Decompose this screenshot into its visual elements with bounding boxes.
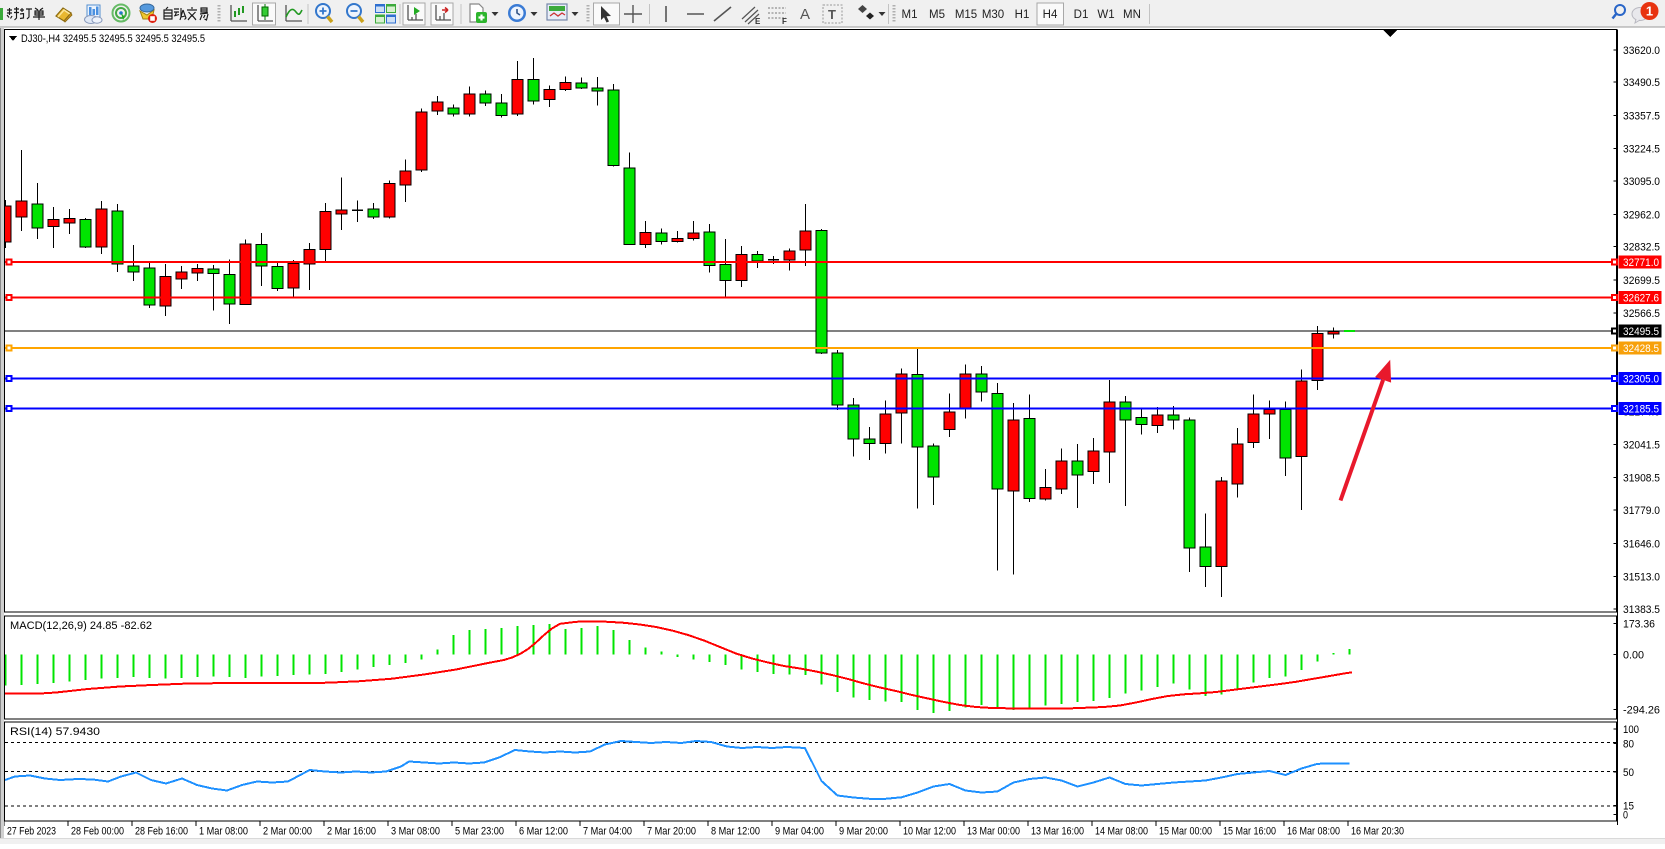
svg-text:1: 1 bbox=[1646, 4, 1653, 19]
svg-text:31513.0: 31513.0 bbox=[1623, 572, 1660, 584]
svg-text:9 Mar 20:00: 9 Mar 20:00 bbox=[839, 826, 888, 838]
svg-text:6 Mar 12:00: 6 Mar 12:00 bbox=[519, 826, 568, 838]
svg-text:33357.5: 33357.5 bbox=[1623, 110, 1660, 122]
svg-text:33490.5: 33490.5 bbox=[1623, 77, 1660, 89]
svg-text:16 Mar 08:00: 16 Mar 08:00 bbox=[1287, 826, 1340, 838]
svg-text:8 Mar 12:00: 8 Mar 12:00 bbox=[711, 826, 760, 838]
svg-text:1 Mar 08:00: 1 Mar 08:00 bbox=[199, 826, 248, 838]
svg-text:32495.5: 32495.5 bbox=[1623, 326, 1659, 338]
svg-text:50: 50 bbox=[1623, 767, 1634, 779]
svg-text:10 Mar 12:00: 10 Mar 12:00 bbox=[903, 826, 956, 838]
svg-text:13 Mar 16:00: 13 Mar 16:00 bbox=[1031, 826, 1084, 838]
svg-text:13 Mar 00:00: 13 Mar 00:00 bbox=[967, 826, 1020, 838]
svg-text:32428.5: 32428.5 bbox=[1623, 343, 1659, 355]
svg-text:15: 15 bbox=[1623, 801, 1634, 813]
svg-text:M15: M15 bbox=[955, 9, 977, 21]
svg-text:31646.0: 31646.0 bbox=[1623, 538, 1660, 550]
svg-text:H1: H1 bbox=[1015, 9, 1030, 21]
svg-text:M5: M5 bbox=[929, 9, 945, 21]
svg-text:100: 100 bbox=[1623, 724, 1639, 736]
svg-text:0.00: 0.00 bbox=[1623, 650, 1644, 662]
svg-text:MACD(12,26,9) 24.85 -82.62: MACD(12,26,9) 24.85 -82.62 bbox=[10, 620, 152, 632]
svg-text:32041.5: 32041.5 bbox=[1623, 439, 1660, 451]
svg-text:W1: W1 bbox=[1097, 9, 1114, 21]
svg-text:H4: H4 bbox=[1043, 9, 1058, 21]
svg-text:3 Mar 08:00: 3 Mar 08:00 bbox=[391, 826, 440, 838]
svg-text:5 Mar 23:00: 5 Mar 23:00 bbox=[455, 826, 504, 838]
svg-text:A: A bbox=[800, 6, 810, 23]
svg-text:7 Mar 04:00: 7 Mar 04:00 bbox=[583, 826, 632, 838]
svg-text:32627.6: 32627.6 bbox=[1623, 293, 1659, 305]
svg-text:173.36: 173.36 bbox=[1623, 619, 1655, 631]
svg-text:9 Mar 04:00: 9 Mar 04:00 bbox=[775, 826, 824, 838]
svg-text:14 Mar 08:00: 14 Mar 08:00 bbox=[1095, 826, 1148, 838]
svg-text:28 Feb 16:00: 28 Feb 16:00 bbox=[135, 826, 188, 838]
svg-text:32305.0: 32305.0 bbox=[1623, 374, 1659, 386]
svg-text:RSI(14) 57.9430: RSI(14) 57.9430 bbox=[10, 726, 100, 738]
svg-text:2 Mar 16:00: 2 Mar 16:00 bbox=[327, 826, 376, 838]
svg-text:M30: M30 bbox=[982, 9, 1004, 21]
svg-text:32699.5: 32699.5 bbox=[1623, 275, 1660, 287]
svg-text:16 Mar 20:30: 16 Mar 20:30 bbox=[1351, 826, 1404, 838]
svg-text:-294.26: -294.26 bbox=[1623, 705, 1660, 717]
svg-text:32832.5: 32832.5 bbox=[1623, 242, 1660, 254]
svg-text:80: 80 bbox=[1623, 739, 1634, 751]
svg-text:F: F bbox=[782, 17, 787, 26]
svg-text:32771.0: 32771.0 bbox=[1623, 257, 1659, 269]
svg-text:27 Feb 2023: 27 Feb 2023 bbox=[7, 826, 56, 838]
svg-text:33620.0: 33620.0 bbox=[1623, 45, 1660, 57]
svg-text:32185.5: 32185.5 bbox=[1623, 404, 1659, 416]
svg-text:31779.0: 31779.0 bbox=[1623, 505, 1660, 517]
svg-text:31908.5: 31908.5 bbox=[1623, 473, 1660, 485]
svg-text:32566.5: 32566.5 bbox=[1623, 308, 1660, 320]
svg-text:D1: D1 bbox=[1074, 9, 1089, 21]
svg-text:T: T bbox=[828, 7, 836, 22]
svg-text:0: 0 bbox=[1623, 810, 1628, 822]
svg-text:32962.0: 32962.0 bbox=[1623, 209, 1660, 221]
svg-text:MN: MN bbox=[1123, 9, 1141, 21]
svg-text:28 Feb 00:00: 28 Feb 00:00 bbox=[71, 826, 124, 838]
svg-text:DJ30-,H4 32495.5 32495.5 3249: DJ30-,H4 32495.5 32495.5 32495.5 32495.5 bbox=[21, 33, 205, 45]
svg-text:31383.5: 31383.5 bbox=[1623, 604, 1660, 616]
svg-text:2 Mar 00:00: 2 Mar 00:00 bbox=[263, 826, 312, 838]
svg-text:33095.0: 33095.0 bbox=[1623, 176, 1660, 188]
svg-text:E: E bbox=[755, 17, 761, 26]
svg-text:M1: M1 bbox=[902, 9, 918, 21]
svg-text:15 Mar 00:00: 15 Mar 00:00 bbox=[1159, 826, 1212, 838]
svg-text:33224.5: 33224.5 bbox=[1623, 144, 1660, 156]
svg-text:15 Mar 16:00: 15 Mar 16:00 bbox=[1223, 826, 1276, 838]
svg-text:7 Mar 20:00: 7 Mar 20:00 bbox=[647, 826, 696, 838]
